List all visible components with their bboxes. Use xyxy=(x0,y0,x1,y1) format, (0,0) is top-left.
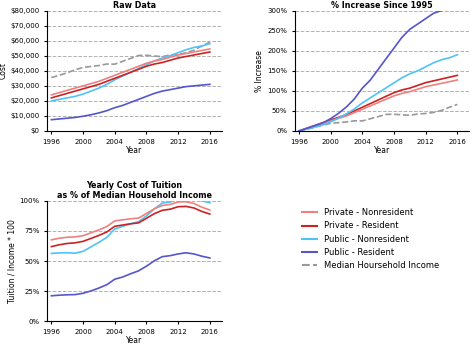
Y-axis label: % Increase: % Increase xyxy=(255,50,264,92)
Y-axis label: Tuition / Income * 100: Tuition / Income * 100 xyxy=(8,219,17,303)
X-axis label: Year: Year xyxy=(127,336,143,345)
Title: Yearly Cost of Tuition
Raw Data: Yearly Cost of Tuition Raw Data xyxy=(86,0,182,10)
Legend: Private - Nonresident, Private - Resident, Public - Nonresident, Public - Reside: Private - Nonresident, Private - Residen… xyxy=(299,205,443,273)
X-axis label: Year: Year xyxy=(374,146,390,155)
Title: Yearly Cost of Tuition
% Increase Since 1995: Yearly Cost of Tuition % Increase Since … xyxy=(331,0,433,10)
Title: Yearly Cost of Tuition
as % of Median Household Income: Yearly Cost of Tuition as % of Median Ho… xyxy=(57,181,212,200)
X-axis label: Year: Year xyxy=(127,146,143,155)
Y-axis label: Cost: Cost xyxy=(0,62,8,79)
